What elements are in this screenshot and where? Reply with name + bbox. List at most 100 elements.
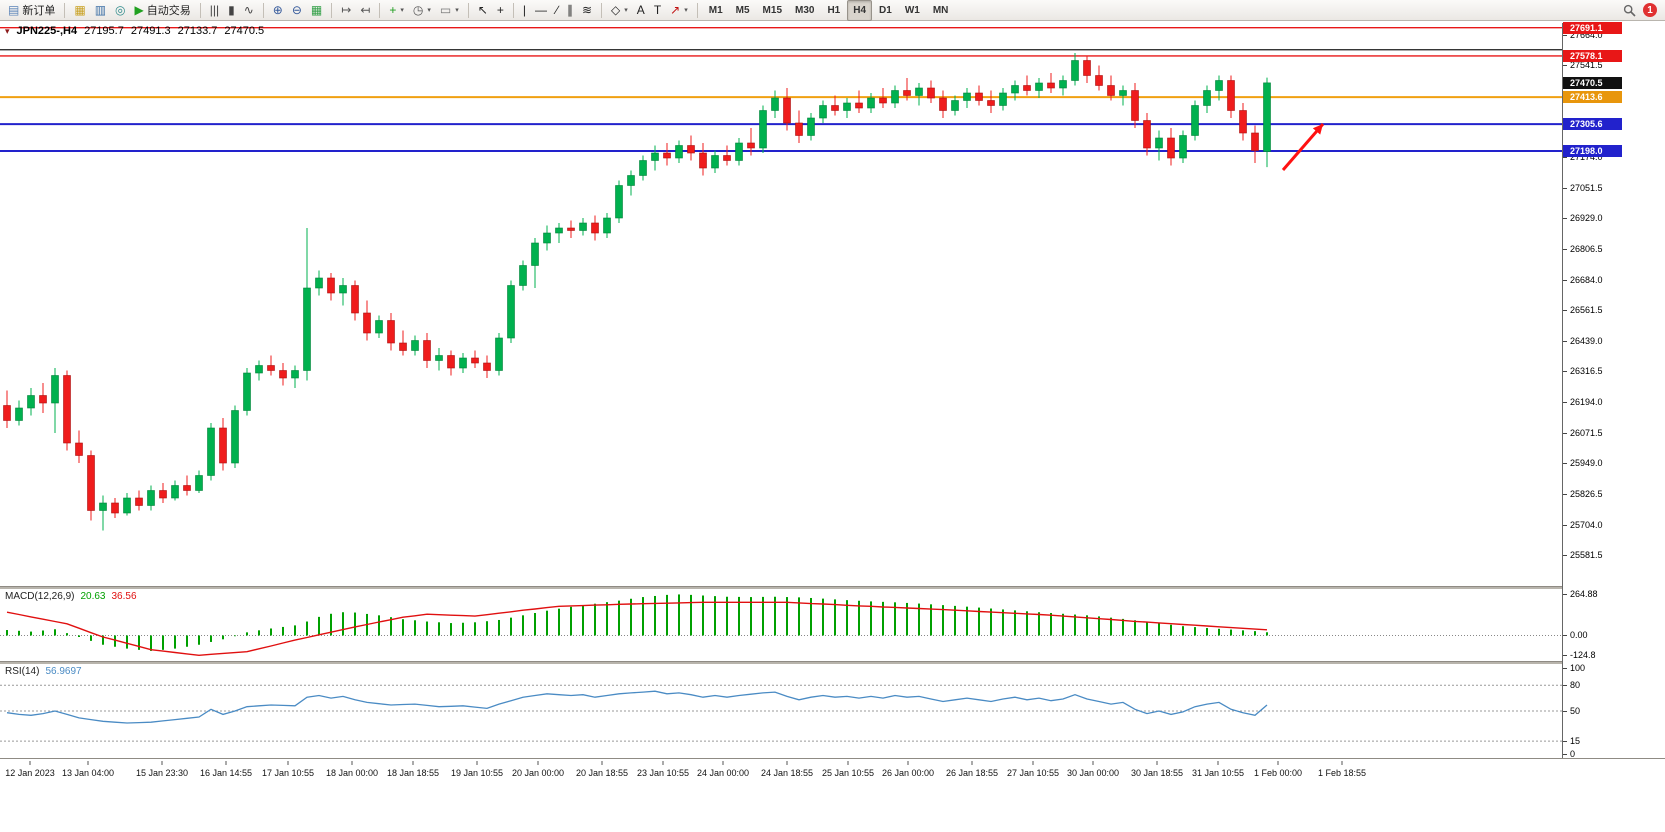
- candle-body: [495, 337, 503, 371]
- rsi-pane[interactable]: [0, 664, 1562, 758]
- cursor-button[interactable]: ↖: [474, 0, 492, 21]
- candle-body: [651, 152, 659, 161]
- candle-body: [1167, 137, 1175, 159]
- timeframe-m1-button[interactable]: M1: [708, 4, 723, 16]
- price-axis[interactable]: 27664.0 27541.5 27174.0 27051.5 26929.0 26806…: [1562, 21, 1665, 759]
- candle-body: [711, 155, 719, 169]
- trendline-icon: ∕: [555, 3, 558, 17]
- axis-tick: [1563, 741, 1567, 743]
- templates-button[interactable]: ▭ ▾: [436, 0, 463, 21]
- rsi-value: 56.9697: [45, 666, 82, 677]
- macd-pane[interactable]: [0, 589, 1562, 661]
- zoom-in-button[interactable]: ⊕: [269, 0, 287, 21]
- vertical-line-button[interactable]: |: [519, 0, 530, 21]
- zoom-out-button[interactable]: ⊖: [288, 0, 306, 21]
- macd-header: MACD(12,26,9) 20.63 36.56: [5, 591, 137, 602]
- chart-candles-button[interactable]: ▮: [224, 0, 239, 21]
- crosshair-button[interactable]: +: [493, 0, 508, 21]
- rsi-label: RSI(14): [5, 666, 40, 677]
- axis-label: 0: [1570, 749, 1576, 759]
- pane-divider[interactable]: [0, 661, 1665, 664]
- candle-body: [735, 142, 743, 161]
- axis-label: 0.00: [1570, 630, 1588, 641]
- channel-button[interactable]: ∥: [563, 0, 577, 21]
- candle-body: [303, 287, 311, 371]
- candle-body: [471, 357, 479, 364]
- ohlc-close: 27470.5: [224, 25, 265, 37]
- label-icon: T: [653, 3, 662, 17]
- axis-tick: [1563, 65, 1567, 67]
- macd-main-value: 20.63: [80, 591, 106, 602]
- macd-signal-value: 36.56: [111, 591, 137, 602]
- timeframe-m30-button[interactable]: M30: [795, 4, 815, 16]
- time-label: 23 Jan 10:55: [637, 768, 689, 778]
- new-order-icon: ▤: [8, 3, 20, 17]
- candle-body: [1071, 60, 1079, 81]
- timeframe-m5-button[interactable]: M5: [735, 4, 750, 16]
- chart-line-button[interactable]: ∿: [240, 0, 258, 21]
- time-axis-divider: [0, 758, 1665, 759]
- pane-divider[interactable]: [0, 586, 1665, 589]
- candle-body: [675, 145, 683, 159]
- timeframe-h4-button[interactable]: H4: [847, 0, 873, 21]
- axis-tick: [1563, 635, 1567, 637]
- notification-badge[interactable]: 1: [1643, 3, 1657, 17]
- data-window-button[interactable]: ▥: [91, 0, 110, 21]
- candle-body: [171, 485, 179, 499]
- chart-bars-button[interactable]: |||: [206, 0, 223, 21]
- timeframe-w1-button[interactable]: W1: [904, 4, 920, 16]
- timeframe-mn-button[interactable]: MN: [932, 4, 949, 16]
- shapes-button[interactable]: ◇ ▾: [607, 0, 632, 21]
- candle-body: [795, 122, 803, 136]
- search-icon[interactable]: [1623, 4, 1636, 17]
- candle-body: [915, 87, 923, 96]
- trendline-button[interactable]: ∕: [552, 0, 562, 21]
- timeframe-m15-button[interactable]: M15: [762, 4, 782, 16]
- chart-bars-icon: |||: [209, 3, 220, 17]
- macd-signal-line: [6, 601, 1268, 657]
- timeframe-h1-button[interactable]: H1: [827, 4, 841, 16]
- axis-label: 100: [1570, 663, 1586, 673]
- candle-body: [963, 92, 971, 101]
- zoom-in-icon: ⊕: [272, 3, 283, 17]
- horizontal-line-button[interactable]: —: [531, 0, 551, 21]
- indicators-button[interactable]: + ▾: [385, 0, 408, 21]
- candle-body: [51, 375, 59, 404]
- autotrading-button[interactable]: ▶ 自动交易: [131, 0, 195, 21]
- window-icon: ▾: [5, 25, 10, 36]
- text-button[interactable]: A: [633, 0, 649, 21]
- label-button[interactable]: T: [650, 0, 665, 21]
- fibonacci-button[interactable]: ≋: [578, 0, 596, 21]
- auto-scroll-button[interactable]: ↦: [337, 0, 355, 21]
- timeframe-d1-button[interactable]: D1: [879, 4, 892, 16]
- new-order-button[interactable]: ▤ 新订单: [4, 0, 59, 21]
- annotation-arrowhead: [1312, 124, 1323, 135]
- annotation-arrow[interactable]: [1281, 123, 1325, 171]
- time-label: 26 Jan 00:00: [882, 768, 934, 778]
- channel-icon: ∥: [566, 3, 573, 17]
- candle-body: [987, 100, 995, 106]
- ohlc-low: 27133.7: [177, 25, 218, 37]
- arrows-button[interactable]: ↗ ▾: [666, 0, 692, 21]
- candle-body: [375, 320, 383, 334]
- candle-body: [3, 405, 11, 421]
- rsi-header: RSI(14) 56.9697: [5, 666, 82, 677]
- navigator-button[interactable]: ◎: [111, 0, 129, 21]
- candle-body: [279, 370, 287, 379]
- periods-button[interactable]: ◷ ▾: [409, 0, 435, 21]
- candle-body: [75, 442, 83, 456]
- candle-body: [771, 97, 779, 111]
- axis-tick: [1563, 279, 1567, 281]
- axis-tick: [1563, 463, 1567, 465]
- axis-tick: [1563, 157, 1567, 158]
- candle-body: [87, 455, 95, 511]
- candle-body: [147, 490, 155, 506]
- axis-label: 25581.5: [1570, 550, 1603, 561]
- market-watch-button[interactable]: ▦: [70, 0, 89, 21]
- time-axis[interactable]: 12 Jan 2023 13 Jan 04:00 15 Jan 23:30 16 Ja…: [0, 761, 1562, 785]
- chart-shift-button[interactable]: ↤: [356, 0, 374, 21]
- main-chart-pane[interactable]: [0, 23, 1562, 586]
- candle-body: [975, 92, 983, 101]
- tile-windows-button[interactable]: ▦: [307, 0, 326, 21]
